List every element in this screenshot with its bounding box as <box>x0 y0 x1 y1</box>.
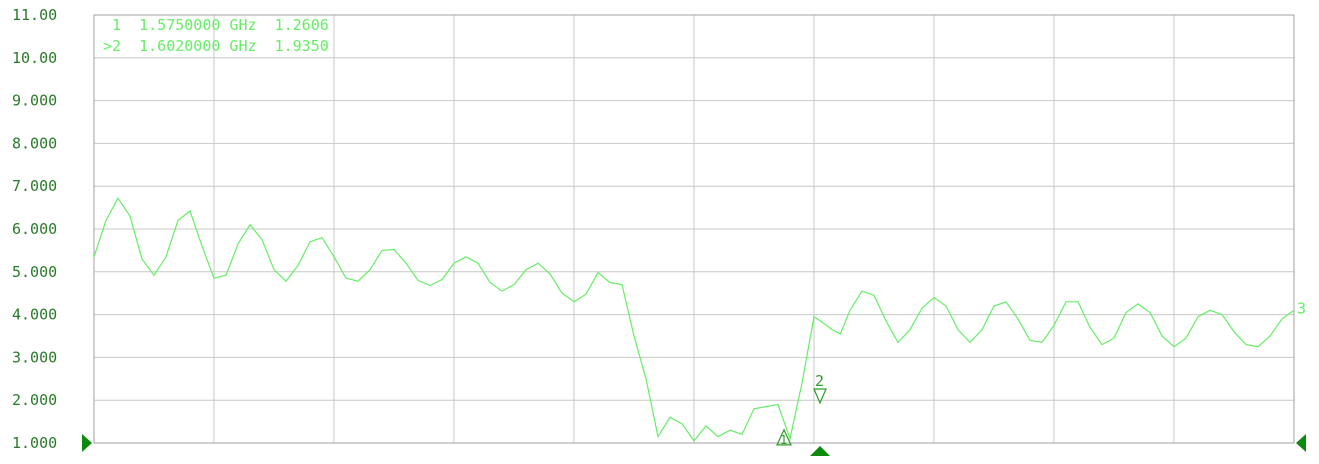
edge-markers <box>82 434 1306 452</box>
marker-2-pointer <box>813 388 827 405</box>
active-marker-axis-triangle <box>810 446 830 456</box>
marker-readout-row-2: >2 1.6020000 GHz 1.9350 <box>103 37 329 55</box>
grid <box>94 15 1294 443</box>
left-reference-marker <box>82 434 92 452</box>
marker-readout: 1 1.5750000 GHz 1.2606 >2 1.6020000 GHz … <box>103 16 329 55</box>
y-tick-label: 9.000 <box>12 92 57 110</box>
marker-readout-row-1: 1 1.5750000 GHz 1.2606 <box>103 16 329 34</box>
right-reference-marker <box>1296 434 1306 452</box>
y-tick-label: 1.000 <box>12 434 57 452</box>
y-tick-label: 4.000 <box>12 306 57 324</box>
marker-1-pointer <box>776 428 792 446</box>
y-tick-label: 10.00 <box>12 49 57 67</box>
y-tick-label: 7.000 <box>12 177 57 195</box>
trace-layer: 3 <box>93 197 1306 442</box>
plot-frame <box>93 14 1295 444</box>
trace-end-label: 3 <box>1297 299 1306 317</box>
y-tick-label: 8.000 <box>12 134 57 152</box>
y-axis-ticks: 11.00 10.00 9.000 8.000 7.000 6.000 5.000 4.000… <box>12 6 57 452</box>
marker-2-label: 2 <box>815 372 824 390</box>
marker-1[interactable]: 1 <box>776 428 792 447</box>
marker-2[interactable]: 2 <box>810 372 830 456</box>
marker-layer: 12 <box>776 372 830 456</box>
y-tick-label: 11.00 <box>12 6 57 24</box>
y-tick-label: 6.000 <box>12 220 57 238</box>
marker-1-label: 1 <box>780 433 787 447</box>
y-tick-label: 5.000 <box>12 263 57 281</box>
y-tick-label: 3.000 <box>12 348 57 366</box>
trace-line <box>93 197 1295 442</box>
y-tick-label: 2.000 <box>12 391 57 409</box>
